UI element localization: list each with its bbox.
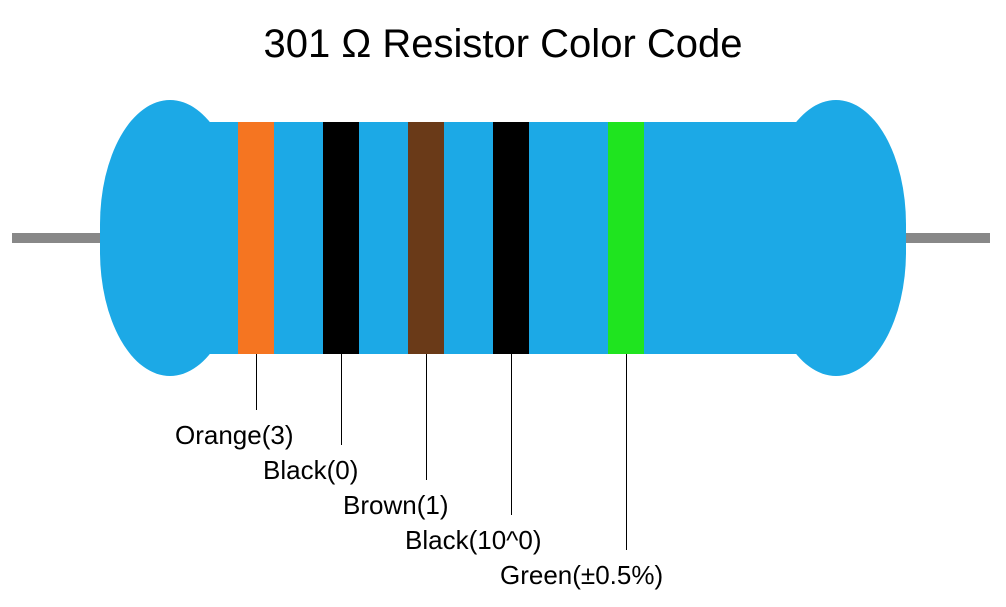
band-1	[238, 122, 274, 354]
band-4	[493, 122, 529, 354]
label-4: Black(10^0)	[405, 525, 541, 556]
label-5: Green(±0.5%)	[500, 560, 663, 591]
leader-4	[511, 354, 512, 515]
band-2	[323, 122, 359, 354]
label-2: Black(0)	[263, 455, 358, 486]
diagram-title: 301 Ω Resistor Color Code	[263, 22, 742, 67]
leader-3	[426, 354, 427, 480]
label-3: Brown(1)	[343, 490, 448, 521]
label-1: Orange(3)	[175, 420, 294, 451]
band-5	[608, 122, 644, 354]
band-3	[408, 122, 444, 354]
leader-1	[256, 354, 257, 410]
leader-5	[626, 354, 627, 550]
leader-2	[341, 354, 342, 445]
